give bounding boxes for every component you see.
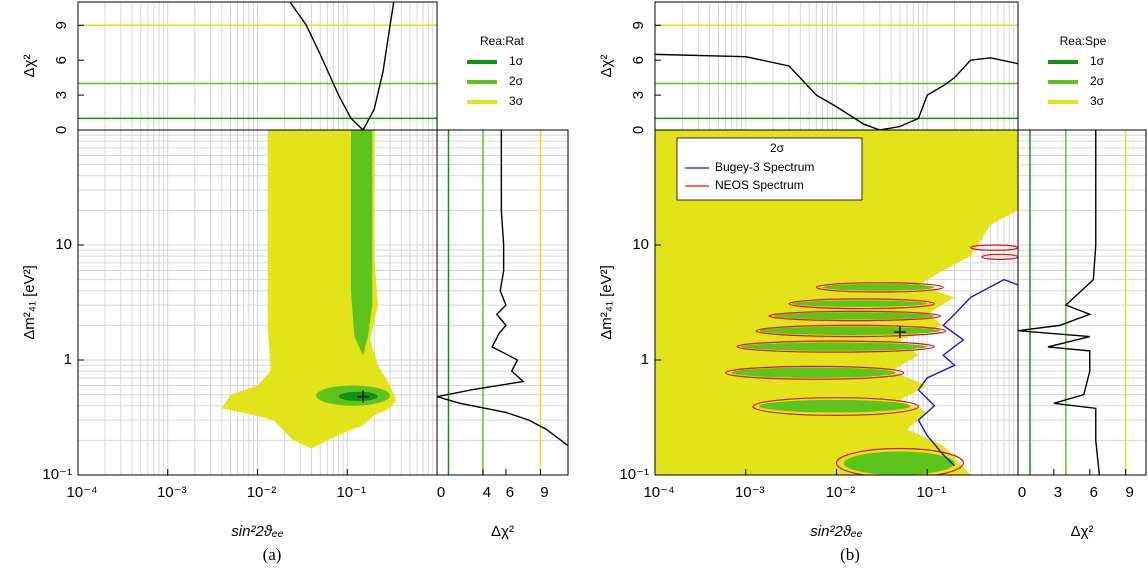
y-tick-label: 9 <box>630 21 647 29</box>
contour <box>815 282 944 293</box>
best-fit <box>357 390 370 403</box>
y-tick-label: 9 <box>53 21 70 29</box>
x-axis-label: Δχ² <box>491 523 514 540</box>
curve <box>437 130 568 447</box>
legend-title: Rea:Spe <box>1060 34 1107 48</box>
legend-label: 1σ <box>1090 54 1105 68</box>
x-tick-label: 9 <box>540 484 548 501</box>
y-tick-label: 10 <box>55 236 72 253</box>
contour <box>759 399 911 413</box>
curve <box>1018 130 1101 475</box>
x-tick-label: 10⁻² <box>247 484 277 501</box>
y-tick-label: 0 <box>53 126 70 134</box>
contour <box>835 447 964 475</box>
contour <box>768 310 942 322</box>
y-tick-label: 10⁻¹ <box>42 466 72 483</box>
legend-title: 2σ <box>770 141 785 155</box>
contour <box>773 312 935 320</box>
x-tick-label: 6 <box>506 484 514 501</box>
x-axis-label: sin²2ϑₑₑ <box>810 523 863 540</box>
best-fit <box>893 326 906 339</box>
x-tick-label: 0 <box>437 484 445 501</box>
y-tick-label: 3 <box>53 91 70 99</box>
legend-box <box>676 137 863 201</box>
legend-label: Bugey-3 Spectrum <box>715 160 814 174</box>
curve <box>917 278 1018 467</box>
legend-label: 2σ <box>509 74 524 88</box>
contour <box>752 397 920 416</box>
caption: (a) <box>263 545 282 564</box>
y-tick-label: 10⁻¹ <box>619 466 649 483</box>
y-tick-label: 3 <box>630 91 647 99</box>
x-tick-label: 10⁻⁴ <box>643 484 674 501</box>
contour <box>736 340 936 353</box>
y-axis-label: Δm²₄₁ [eV²] <box>21 265 38 340</box>
y-tick-label: 10 <box>632 236 649 253</box>
y-axis-label: Δm²₄₁ [eV²] <box>598 265 615 340</box>
contour <box>822 283 935 291</box>
legend-label: 3σ <box>1090 94 1105 108</box>
legend-title: Rea:Rat <box>480 34 525 48</box>
y-tick-label: 6 <box>630 56 647 64</box>
contour <box>981 253 1018 260</box>
contour <box>725 365 905 380</box>
x-tick-label: 0 <box>1018 484 1026 501</box>
contour <box>731 367 896 378</box>
x-tick-label: 6 <box>1090 484 1098 501</box>
contour <box>791 300 928 307</box>
contour <box>843 451 955 475</box>
frame <box>1017 129 1147 476</box>
x-tick-label: 10⁻¹ <box>916 484 946 501</box>
x-tick-label: 3 <box>1054 484 1062 501</box>
contour <box>969 244 1018 251</box>
y-axis-label: Δχ² <box>21 55 38 78</box>
y-tick-label: 0 <box>630 126 647 134</box>
x-tick-label: 10⁻³ <box>157 484 187 501</box>
x-tick-label: 9 <box>1125 484 1133 501</box>
x-axis-label: sin²2ϑₑₑ <box>231 523 284 540</box>
legend-label: 2σ <box>1090 74 1105 88</box>
frame <box>436 129 569 476</box>
y-tick-label: 6 <box>53 56 70 64</box>
legend-label: NEOS Spectrum <box>715 178 804 192</box>
x-tick-label: 10⁻¹ <box>336 484 366 501</box>
x-axis-label: Δχ² <box>1071 523 1094 540</box>
y-tick-label: 1 <box>641 351 649 368</box>
x-tick-label: 10⁻⁴ <box>66 484 97 501</box>
curve <box>655 53 1018 130</box>
y-tick-label: 1 <box>64 351 72 368</box>
caption: (b) <box>840 545 860 564</box>
contour <box>759 326 941 335</box>
y-axis-label: Δχ² <box>598 55 615 78</box>
contour <box>741 342 928 351</box>
x-tick-label: 10⁻³ <box>735 484 765 501</box>
contour <box>788 298 936 310</box>
legend-label: 3σ <box>509 94 524 108</box>
x-tick-label: 4 <box>483 484 491 501</box>
x-tick-label: 10⁻² <box>826 484 856 501</box>
region <box>350 130 373 356</box>
contour <box>755 324 947 338</box>
curve <box>289 2 395 130</box>
legend-label: 1σ <box>509 54 524 68</box>
